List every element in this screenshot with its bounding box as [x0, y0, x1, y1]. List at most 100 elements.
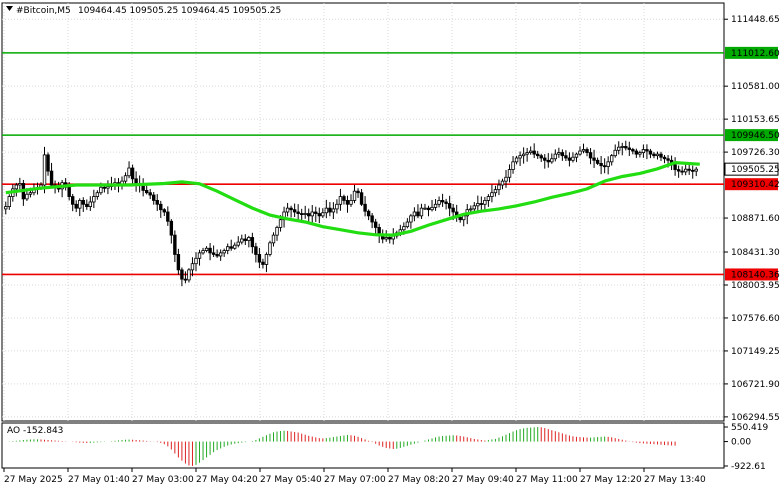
- candle-body: [370, 215, 374, 223]
- candle-body: [631, 149, 635, 152]
- candle-body: [4, 206, 8, 210]
- candle-body: [430, 206, 434, 211]
- candle-body: [166, 211, 170, 222]
- moving-average-line: [5, 160, 700, 237]
- candle-body: [95, 192, 100, 197]
- candle-body: [676, 169, 681, 172]
- candle-body: [130, 167, 135, 180]
- candle-body: [493, 189, 498, 194]
- candle-body: [567, 157, 572, 161]
- candle-body: [638, 152, 642, 155]
- candle-body: [525, 152, 529, 155]
- ao-label: AO -152.843: [7, 426, 63, 436]
- candle-body: [574, 153, 579, 158]
- candle-body: [571, 156, 575, 161]
- candle-body: [652, 153, 656, 157]
- candle-body: [416, 211, 420, 217]
- candle-body: [469, 208, 473, 211]
- candle-body: [412, 211, 417, 217]
- price-tick-label: 107149.25: [731, 347, 780, 357]
- candle-body: [127, 167, 131, 177]
- current-price-box: [724, 162, 779, 176]
- candle-body: [345, 200, 350, 205]
- level-price-box: [725, 268, 778, 281]
- candle-body: [609, 155, 614, 163]
- candle-body: [423, 207, 427, 210]
- ao-pane: [1, 422, 725, 469]
- candle-body: [257, 254, 262, 263]
- candle-body: [546, 159, 550, 163]
- candle-body: [268, 242, 272, 255]
- candle-body: [85, 203, 89, 207]
- candle-body: [532, 150, 536, 155]
- candle-body: [373, 221, 378, 228]
- level-price-label: 109946.50: [731, 131, 780, 141]
- candle-body: [49, 170, 54, 186]
- candle-body: [314, 211, 318, 214]
- candle-body: [67, 186, 71, 197]
- price-axis: 111448.65 110581.00 110153.65 109726.30 1088…: [724, 15, 780, 472]
- price-tick-label: 107576.60: [731, 314, 780, 324]
- main-pane: [1, 2, 725, 422]
- candle-body: [507, 169, 512, 178]
- candle-body: [28, 192, 33, 195]
- candle-body: [648, 150, 653, 155]
- candle-body: [233, 244, 237, 249]
- symbol-arrow-icon: [6, 6, 13, 11]
- candle-body: [666, 158, 670, 161]
- candle-body: [303, 213, 307, 215]
- time-tick-label: 27 May 04:20: [196, 475, 258, 485]
- candle-body: [204, 247, 209, 251]
- candle-body: [208, 247, 212, 254]
- level-price-box: [725, 178, 778, 191]
- candle-body: [356, 190, 360, 194]
- candle-body: [229, 246, 233, 249]
- candle-body: [641, 149, 646, 153]
- candle-body: [437, 200, 441, 205]
- candle-body: [384, 237, 388, 240]
- symbol-label: #Bitcoin,M5: [16, 6, 71, 16]
- candle-body: [592, 157, 596, 161]
- candle-body: [159, 203, 163, 211]
- candle-body: [338, 196, 343, 205]
- candle-body: [687, 168, 691, 171]
- candle-body: [218, 252, 223, 257]
- candle-body: [247, 237, 251, 241]
- candle-body: [352, 190, 357, 201]
- candle-body: [222, 250, 226, 254]
- candle-body: [173, 234, 177, 255]
- candle-body: [243, 238, 248, 241]
- candle-body: [359, 192, 364, 205]
- candle-body: [500, 180, 505, 186]
- candle-body: [504, 176, 508, 182]
- price-tick-label: 108431.30: [731, 248, 780, 258]
- time-tick-label: 27 May 08:20: [388, 475, 450, 485]
- candle-body: [7, 196, 11, 207]
- candle-body: [560, 152, 565, 157]
- candle-body: [462, 215, 466, 221]
- level-price-box: [725, 46, 778, 59]
- price-tick-label: 111448.65: [731, 15, 780, 25]
- ohlc-values: 109464.45 109505.25 109464.45 109505.25: [78, 6, 281, 16]
- candle-body: [662, 156, 667, 160]
- candle-body: [405, 221, 410, 228]
- candle-body: [426, 207, 431, 211]
- candle-body: [511, 161, 515, 170]
- candle-body: [486, 196, 491, 201]
- candle-body: [25, 193, 29, 200]
- candle-body: [289, 207, 293, 211]
- price-tick-label: 108871.60: [731, 214, 780, 224]
- ao-tick-label: 550.419: [731, 423, 768, 433]
- candle-body: [240, 238, 244, 243]
- time-tick-label: 27 May 05:40: [260, 475, 322, 485]
- candle-body: [564, 155, 568, 159]
- candle-body: [102, 186, 107, 189]
- candle-body: [624, 146, 628, 149]
- candle-body: [292, 209, 297, 213]
- candle-body: [451, 207, 455, 213]
- candle-body: [447, 203, 452, 209]
- level-price-label: 109310.42: [731, 180, 780, 190]
- candle-body: [581, 149, 586, 152]
- candle-body: [187, 269, 191, 281]
